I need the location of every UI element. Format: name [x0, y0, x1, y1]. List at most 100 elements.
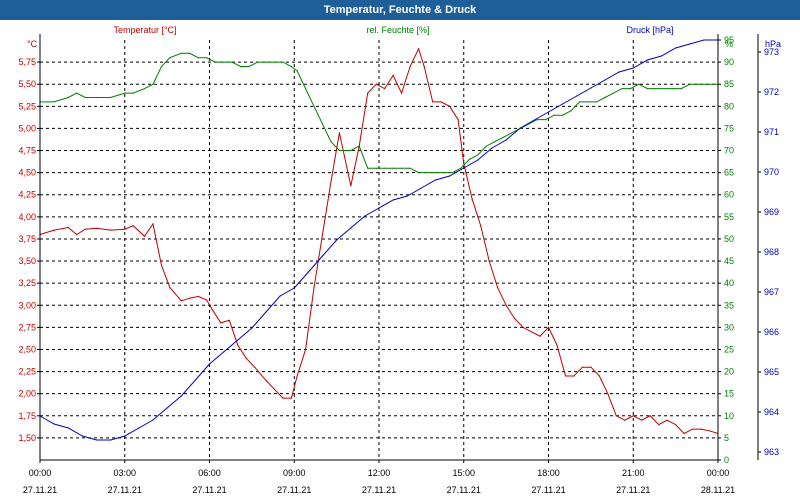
temperature-tick-label: 5,25 [18, 101, 36, 111]
humidity-tick-label: 30 [724, 322, 734, 332]
data-point-pressure [265, 311, 267, 313]
x-tick-date-label: 28.11.21 [701, 485, 735, 495]
data-point-humidity [562, 114, 564, 116]
data-point-temperature [189, 297, 191, 299]
data-point-temperature [463, 163, 465, 165]
data-point-pressure [449, 175, 451, 177]
data-point-temperature [440, 101, 442, 103]
data-point-humidity [53, 101, 55, 103]
data-point-humidity [305, 88, 307, 90]
data-point-pressure [576, 95, 578, 97]
data-point-humidity [443, 172, 445, 174]
data-point-humidity [485, 145, 487, 147]
data-point-humidity [706, 83, 708, 85]
temperature-tick-label: 2,25 [18, 367, 36, 377]
data-point-temperature [350, 185, 352, 187]
pressure-tick-label: 972 [764, 87, 779, 97]
data-point-temperature [384, 88, 386, 90]
data-point-humidity [206, 57, 208, 59]
data-point-pressure [293, 287, 295, 289]
data-point-humidity [330, 141, 332, 143]
data-point-pressure [81, 435, 83, 437]
data-point-humidity [124, 92, 126, 94]
data-point-humidity [570, 110, 572, 112]
data-point-temperature [245, 357, 247, 359]
data-point-pressure [194, 379, 196, 381]
data-point-temperature [423, 65, 425, 68]
data-point-temperature [598, 375, 601, 377]
temperature-tick-label: 4,25 [18, 190, 36, 200]
humidity-tick-label: 65 [724, 168, 734, 178]
data-point-temperature [169, 287, 171, 289]
humidity-tick-label: 85 [724, 79, 734, 89]
data-point-pressure [646, 59, 649, 61]
data-point-temperature [124, 228, 126, 230]
pressure-tick-label: 964 [764, 407, 779, 417]
axes: 1,50 1,75 2,00 2,25 2,50 2,75 3,00 3,25 3,50 3,75… [18, 25, 781, 495]
data-point-temperature [282, 397, 284, 399]
temperature-unit-label: °C [27, 39, 38, 49]
data-point-pressure [491, 147, 493, 149]
humidity-tick-label: 20 [724, 367, 734, 377]
data-point-temperature [615, 415, 617, 417]
temperature-tick-label: 4,50 [18, 168, 36, 178]
data-point-humidity [494, 141, 496, 143]
data-point-pressure [124, 435, 126, 437]
pressure-tick-label: 970 [764, 167, 779, 177]
humidity-tick-label: 35 [724, 300, 734, 310]
data-point-humidity [231, 61, 233, 63]
data-point-temperature [237, 344, 239, 346]
data-point-temperature [305, 348, 307, 351]
data-point-temperature [392, 74, 394, 76]
data-point-temperature [666, 419, 668, 421]
data-point-humidity [180, 52, 182, 54]
humidity-tick-label: 0 [724, 455, 729, 465]
data-point-pressure [505, 139, 507, 141]
data-point-humidity [587, 101, 589, 103]
humidity-tick-label: 55 [724, 212, 734, 222]
data-point-humidity [655, 88, 657, 90]
data-point-temperature [488, 260, 490, 262]
data-point-humidity [477, 154, 479, 156]
data-point-pressure [660, 55, 663, 57]
data-point-humidity [282, 61, 284, 63]
pressure-tick-label: 971 [764, 127, 779, 137]
data-point-humidity [350, 149, 352, 152]
pressure-unit-label: hPa [765, 39, 781, 49]
data-point-humidity [240, 65, 242, 68]
data-point-temperature [581, 366, 584, 368]
data-point-pressure [152, 419, 154, 421]
data-point-pressure [110, 439, 112, 441]
data-point-humidity [434, 172, 437, 174]
data-point-pressure [533, 119, 536, 121]
data-point-temperature [505, 304, 507, 306]
data-point-temperature [132, 225, 134, 227]
data-point-humidity [579, 101, 581, 103]
data-point-temperature [449, 105, 451, 107]
data-point-temperature [573, 375, 575, 377]
data-point-humidity [313, 105, 315, 107]
data-point-temperature [330, 180, 332, 183]
data-point-temperature [265, 379, 267, 381]
temperature-tick-label: 5,00 [18, 123, 36, 133]
humidity-tick-label: 95 [724, 35, 734, 45]
pressure-series-label: Druck [hPa] [626, 25, 673, 35]
humidity-tick-label: 75 [724, 123, 734, 133]
data-point-humidity [646, 88, 649, 90]
data-point-temperature [110, 229, 112, 231]
humidity-tick-label: 15 [724, 389, 734, 399]
data-point-pressure [689, 43, 691, 45]
data-point-humidity [169, 57, 171, 59]
data-point-humidity [76, 92, 78, 94]
data-point-temperature [220, 322, 222, 324]
data-point-temperature [418, 48, 420, 50]
data-point-humidity [604, 96, 606, 99]
data-point-humidity [553, 114, 555, 116]
data-point-temperature [180, 300, 182, 302]
x-tick-time-label: 00:00 [707, 468, 730, 478]
temperature-tick-label: 3,00 [18, 300, 36, 310]
data-point-humidity [95, 96, 98, 99]
data-point-pressure [237, 339, 239, 341]
data-point-temperature [432, 101, 434, 103]
